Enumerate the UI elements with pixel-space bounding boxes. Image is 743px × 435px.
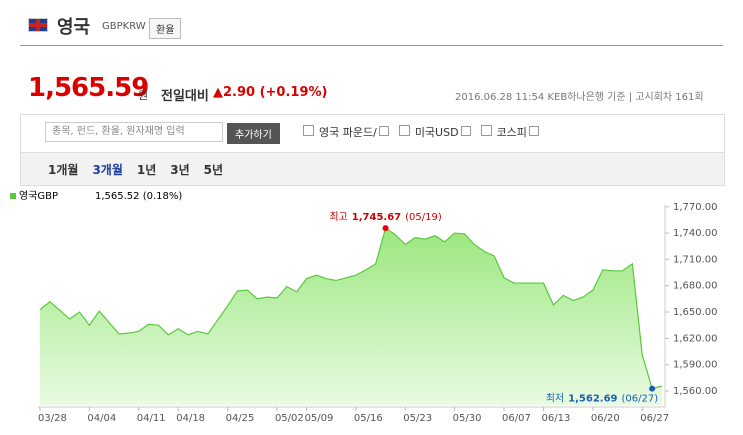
round: 고시회차 161회: [635, 92, 704, 103]
x-tick-label: 05/30: [453, 413, 482, 424]
y-tick-label: 1,620.00: [673, 333, 718, 344]
annotation-text: 최고: [329, 211, 347, 223]
remove-box: [460, 126, 471, 136]
change: ▲2.90 (+0.19%): [213, 85, 328, 100]
x-tick-label: 04/25: [226, 413, 255, 424]
extreme-point: [649, 385, 656, 392]
y-tick-label: 1,710.00: [673, 254, 718, 265]
annotation: 최저 1,562.69 (06/27): [546, 393, 658, 405]
legend-swatch: [10, 193, 16, 199]
remove-box: [528, 126, 539, 136]
search-input[interactable]: 종목, 펀드, 환율, 원자재명 입력: [45, 122, 223, 142]
compare-label: 코스피: [496, 126, 527, 139]
tab[interactable]: 5년: [203, 163, 224, 177]
date-text: 2016.06.28 11:54: [455, 92, 545, 103]
annotation-label: 1,562.69: [568, 394, 617, 405]
tab[interactable]: 3개월: [92, 163, 123, 177]
toolbar: [20, 114, 725, 154]
x-tick-label: 06/20: [591, 413, 620, 424]
tab-bar: [20, 152, 725, 186]
legend-name: 영국GBP: [19, 190, 58, 202]
checkbox[interactable]: [480, 125, 492, 136]
x-tick-label: 05/23: [403, 413, 432, 424]
annotation: 최고 1,745.67 (05/19): [329, 211, 441, 223]
tag-button[interactable]: 환율: [149, 18, 182, 39]
y-tick-label: 1,770.00: [673, 202, 718, 213]
flag: [28, 18, 48, 32]
source: KEB하나은행 기준: [547, 92, 626, 103]
compare-list: 영국 파운드/미국USD 코스피: [303, 124, 539, 140]
price: 1,565.59: [28, 73, 149, 103]
chart: 영국GBP 1,565.52 (0.18%) 1,560.00 1,590.00 1…: [10, 190, 718, 424]
compare-label: 영국 파운드/: [319, 126, 377, 139]
x-tick-label: 03/28: [38, 413, 67, 424]
remove-box: [378, 126, 389, 136]
annotation-text: 최저: [546, 393, 564, 405]
x-tick-label: 05/16: [354, 413, 383, 424]
annotation-date: (06/27): [622, 394, 659, 405]
y-tick-label: 1,680.00: [673, 281, 718, 292]
annotation-label: 1,745.67: [352, 212, 401, 223]
tab[interactable]: 1개월: [48, 163, 79, 177]
area: [40, 228, 662, 405]
add-button[interactable]: 추가하기: [227, 123, 280, 144]
x-tick-label: 06/13: [542, 413, 571, 424]
line: [39, 227, 663, 390]
y-tick-label: 1,650.00: [673, 307, 718, 318]
x-tick-label: 06/27: [640, 413, 669, 424]
x-tick-label: 06/07: [502, 413, 531, 424]
tabs: 1개월 3개월 1년 3년 5년: [48, 161, 237, 178]
change-label: 전일대비: [161, 89, 209, 104]
y-tick-label: 1,560.00: [673, 386, 718, 397]
checkbox[interactable]: [303, 125, 314, 136]
legend-value: 1,565.52 (0.18%): [95, 191, 182, 202]
extreme-point: [382, 225, 389, 232]
date: 2016.06.28 11:54 KEB하나은행 기준 | 고시회차 161회: [455, 92, 704, 103]
annotation-date: (05/19): [405, 212, 442, 223]
code: GBPKRW: [102, 21, 146, 32]
tab[interactable]: 1년: [136, 163, 157, 177]
compare-label: 미국USD: [414, 126, 459, 139]
y-tick-label: 1,590.00: [673, 360, 718, 371]
y-tick-label: 1,740.00: [673, 228, 718, 239]
checkbox[interactable]: [398, 125, 410, 136]
x-tick-label: 04/04: [87, 413, 116, 424]
tab[interactable]: 3년: [170, 163, 190, 177]
divider: [20, 45, 723, 46]
unit: 원: [138, 89, 149, 102]
x-tick-label: 05/09: [305, 413, 334, 424]
x-tick-label: 04/11: [137, 413, 166, 424]
title: 영국: [57, 17, 91, 38]
x-tick-label: 04/18: [176, 413, 205, 424]
x-tick-label: 05/02: [275, 413, 304, 424]
